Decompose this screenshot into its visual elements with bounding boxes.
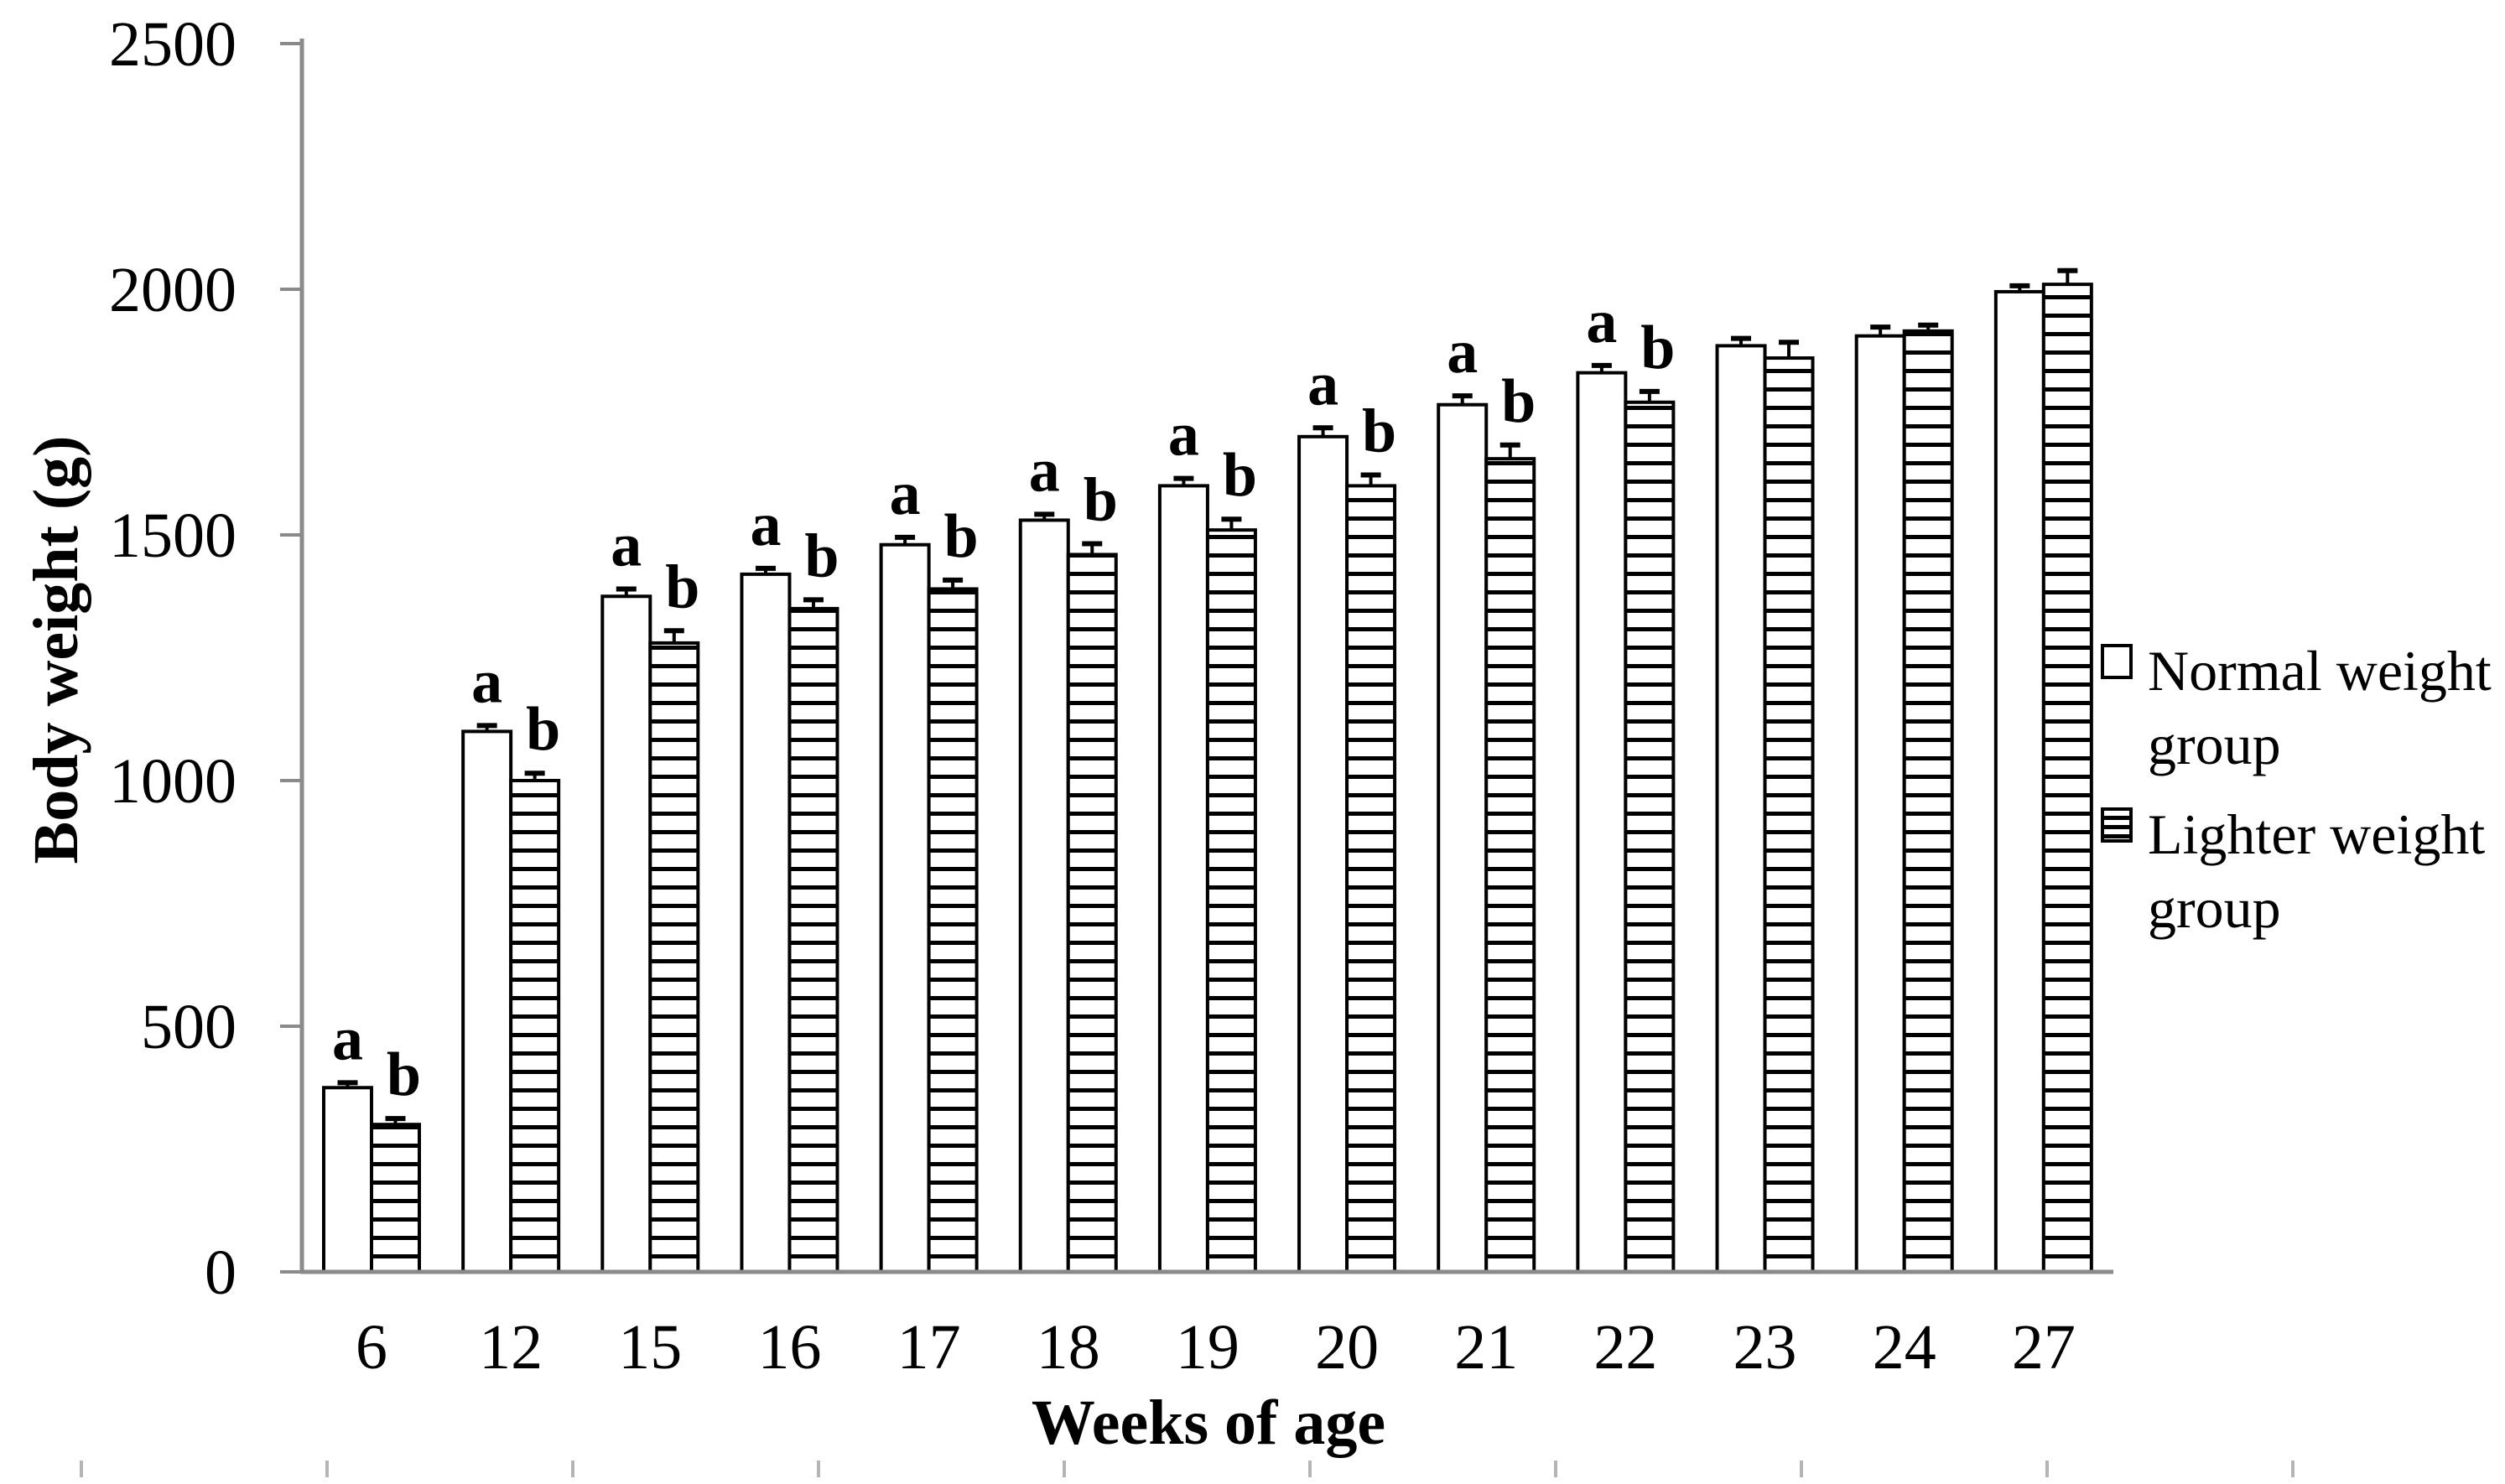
normal-group-swatch-icon [2101,644,2133,679]
x-tick-label-17: 17 [897,1312,961,1383]
x-tick-label-15: 15 [618,1312,682,1383]
significance-letter-b-week-22: b [1640,314,1675,382]
significance-letter-a-week-18: a [1029,436,1060,505]
x-tick-label-18: 18 [1037,1312,1100,1383]
bar-normal-week-19 [1157,484,1209,1274]
significance-letter-b-week-17: b [944,502,979,571]
y-axis-title: Body weight (g) [21,436,91,864]
significance-letter-a-week-17: a [890,459,921,528]
y-tick-label-2500: 2500 [109,9,236,80]
bar-lighter-week-27 [2041,283,2093,1274]
bar-normal-week-17 [879,542,931,1274]
bar-lighter-week-17 [927,587,979,1274]
legend-item-lighter-weight: Lighter weight group [2101,797,2505,946]
x-tick-label-23: 23 [1733,1312,1797,1383]
bar-lighter-week-24 [1902,329,1954,1274]
x-tick-label-27: 27 [2012,1312,2076,1383]
x-tick-label-21: 21 [1454,1312,1518,1383]
y-tick-label-500: 500 [141,992,236,1062]
x-tick-label-24: 24 [1873,1312,1936,1383]
significance-letter-b-week-6: b [387,1040,421,1109]
bar-normal-week-12 [461,729,513,1274]
significance-letter-a-week-22: a [1586,288,1617,356]
x-axis-title: Weeks of age [1032,1388,1385,1458]
bar-normal-week-23 [1715,344,1767,1274]
lighter-group-swatch-icon [2101,807,2133,843]
bar-lighter-week-16 [787,606,839,1274]
significance-letter-b-week-16: b [804,521,839,590]
bar-lighter-week-18 [1066,553,1118,1274]
significance-letter-a-week-12: a [471,647,502,716]
bar-lighter-week-23 [1763,356,1815,1274]
y-tick-label-0: 0 [205,1238,236,1308]
significance-letter-a-week-15: a [611,511,642,579]
bar-normal-week-16 [740,572,792,1274]
bar-lighter-week-15 [648,641,700,1274]
significance-letter-b-week-18: b [1084,466,1118,535]
significance-letter-a-week-6: a [332,1004,363,1073]
bar-lighter-week-22 [1624,400,1676,1274]
bar-normal-week-22 [1576,371,1628,1274]
significance-letter-b-week-19: b [1223,441,1257,510]
bar-normal-week-24 [1854,334,1906,1274]
x-tick-label-12: 12 [479,1312,543,1383]
significance-letter-b-week-12: b [526,695,560,764]
x-tick-label-16: 16 [757,1312,821,1383]
bar-lighter-week-12 [509,779,561,1274]
significance-letter-a-week-20: a [1307,350,1338,418]
bar-normal-week-27 [1993,289,2045,1274]
significance-letter-b-week-21: b [1501,367,1536,436]
legend: Normal weight group Lighter weight group [2101,634,2505,946]
bar-normal-week-6 [322,1086,373,1274]
bar-normal-week-18 [1018,518,1070,1274]
bar-normal-week-21 [1437,402,1489,1274]
x-tick-label-6: 6 [356,1312,387,1383]
legend-item-normal-weight: Normal weight group [2101,634,2505,782]
bar-normal-week-15 [600,594,652,1274]
significance-letter-a-week-19: a [1168,401,1199,470]
x-tick-label-19: 19 [1176,1312,1240,1383]
y-tick-label-2000: 2000 [109,255,236,325]
significance-letter-a-week-16: a [750,490,781,559]
bar-lighter-week-19 [1205,528,1257,1274]
y-tick-label-1500: 1500 [109,501,236,571]
bar-normal-week-20 [1297,434,1349,1274]
significance-letter-b-week-20: b [1362,397,1396,466]
significance-letter-a-week-21: a [1447,318,1478,387]
x-tick-label-20: 20 [1315,1312,1379,1383]
legend-label-lighter: Lighter weight group [2148,802,2486,941]
legend-label-normal: Normal weight group [2148,639,2492,777]
bar-lighter-week-21 [1484,457,1536,1274]
y-tick-label-1000: 1000 [109,746,236,817]
bar-lighter-week-20 [1345,484,1397,1274]
significance-letter-b-week-15: b [665,553,699,621]
x-tick-label-22: 22 [1593,1312,1657,1383]
bar-lighter-week-6 [370,1123,421,1274]
